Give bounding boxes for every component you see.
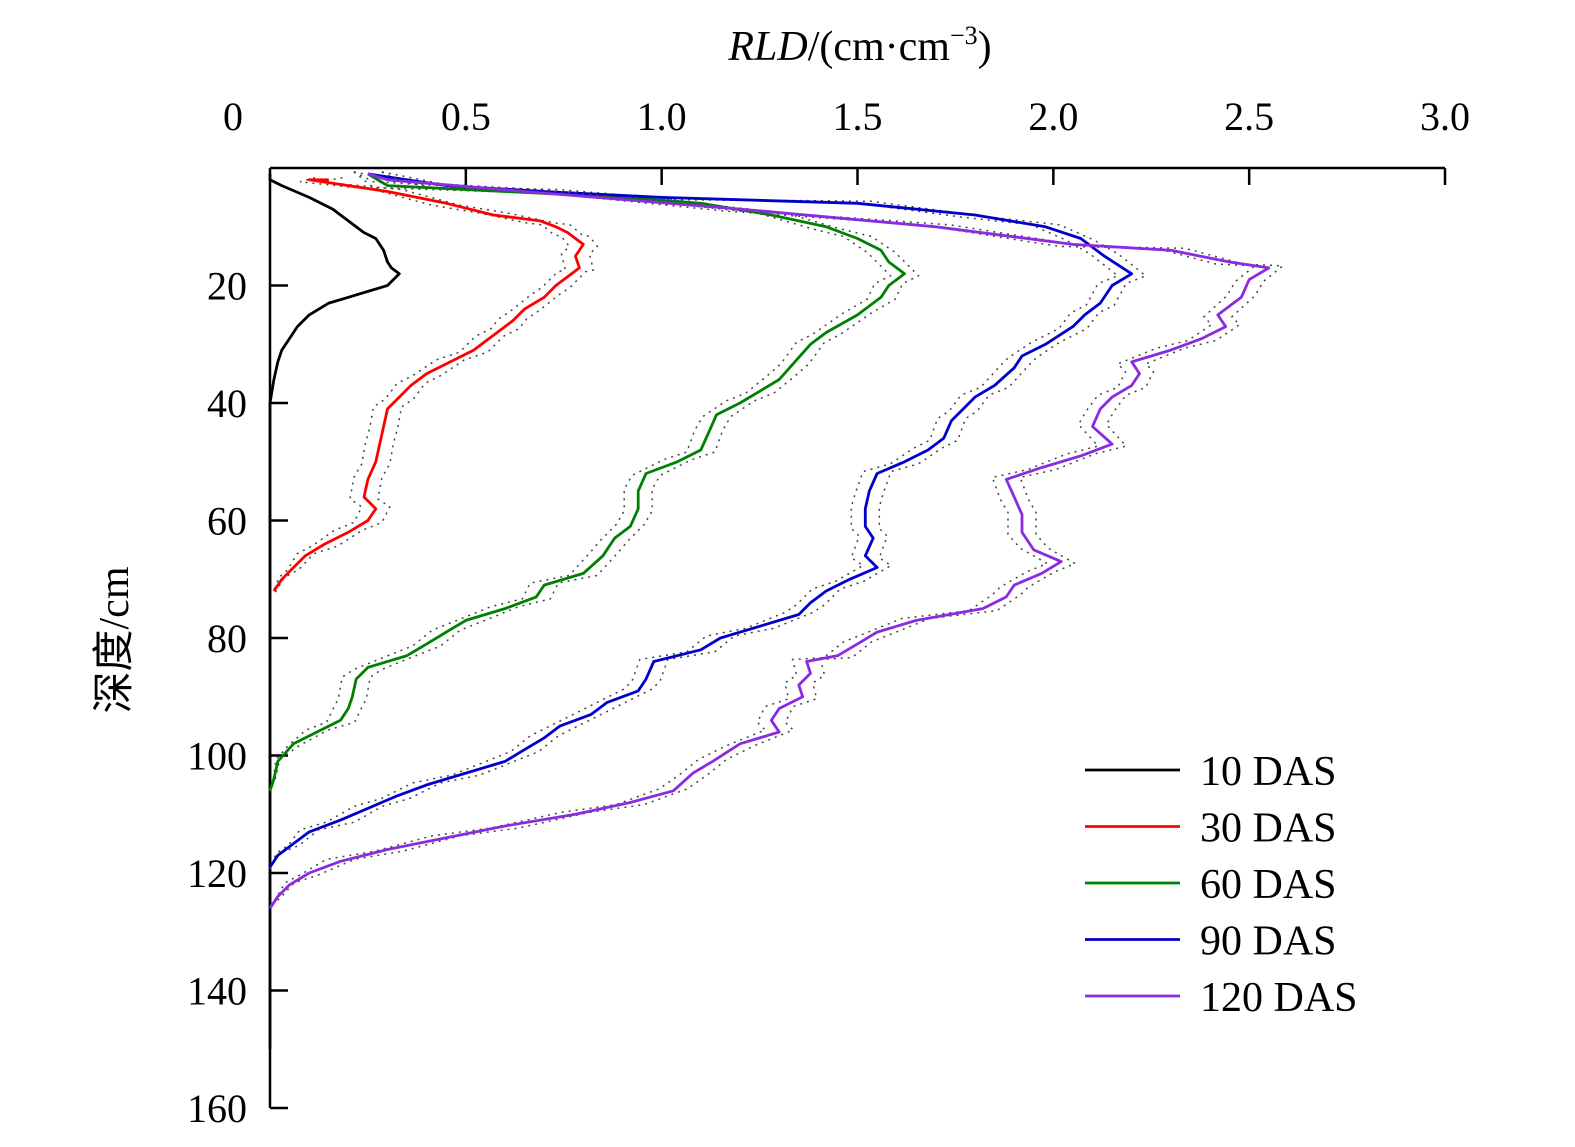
series-error-band	[269, 171, 1285, 907]
series-error-band	[269, 171, 1257, 907]
series-error-band	[272, 177, 571, 594]
y-tick-label: 80	[207, 616, 247, 661]
x-tick-label: 2.0	[1028, 94, 1078, 139]
series-line	[268, 173, 401, 1050]
y-tick-label: 120	[187, 851, 247, 896]
series-error-band	[269, 171, 1148, 870]
legend-label: 60 DAS	[1200, 862, 1337, 908]
y-tick-label: 20	[207, 264, 247, 309]
legend-label: 90 DAS	[1200, 919, 1337, 965]
series-line	[268, 172, 906, 792]
series-error-band	[274, 177, 599, 594]
x-tick-label: 1.0	[637, 94, 687, 139]
y-tick-label: 160	[187, 1086, 247, 1131]
y-tick-label: 140	[187, 969, 247, 1014]
axes	[268, 166, 1445, 1108]
y-tick-label: 100	[187, 734, 247, 779]
y-axis-title: 深度/cm	[92, 566, 138, 713]
x-tick-label: 1.5	[833, 94, 883, 139]
x-axis-title: RLD/(cm·cm−3)	[727, 21, 991, 70]
series-lines	[268, 171, 1285, 1050]
x-tick-label: 2.5	[1224, 94, 1274, 139]
series-line	[272, 178, 585, 592]
y-tick-label: 60	[207, 499, 247, 544]
series-line	[268, 172, 1134, 868]
legend-label: 10 DAS	[1200, 749, 1337, 795]
x-ticks: 0 0.5 1.0 1.5 2.0 2.5 3.0	[223, 94, 1470, 185]
y-ticks: 20 40 60 80 100 120 140 160	[187, 264, 288, 1131]
x-tick-label: 0	[223, 94, 243, 139]
series-error-band	[269, 171, 892, 790]
x-tick-label: 0.5	[441, 94, 491, 139]
series-line	[268, 172, 1271, 910]
legend-label: 30 DAS	[1200, 806, 1337, 852]
series-error-band	[269, 171, 1120, 870]
y-tick-label: 40	[207, 381, 247, 426]
legend: 10 DAS 30 DAS 60 DAS 90 DAS 120 DAS	[1085, 749, 1358, 1021]
x-tick-label: 3.0	[1420, 94, 1470, 139]
legend-label: 120 DAS	[1200, 975, 1358, 1021]
